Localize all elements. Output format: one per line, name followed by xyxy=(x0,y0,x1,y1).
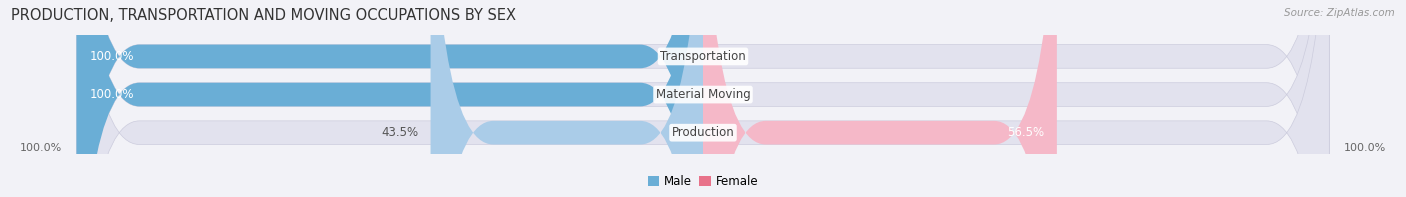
Text: 100.0%: 100.0% xyxy=(20,142,63,152)
Text: PRODUCTION, TRANSPORTATION AND MOVING OCCUPATIONS BY SEX: PRODUCTION, TRANSPORTATION AND MOVING OC… xyxy=(11,8,516,23)
Legend: Male, Female: Male, Female xyxy=(643,170,763,193)
FancyBboxPatch shape xyxy=(77,0,1329,197)
FancyBboxPatch shape xyxy=(77,0,703,197)
FancyBboxPatch shape xyxy=(77,0,1329,197)
Text: 56.5%: 56.5% xyxy=(1007,126,1045,139)
FancyBboxPatch shape xyxy=(77,0,1329,197)
Text: 100.0%: 100.0% xyxy=(89,88,134,101)
Text: Transportation: Transportation xyxy=(661,50,745,63)
Text: Production: Production xyxy=(672,126,734,139)
FancyBboxPatch shape xyxy=(77,0,703,197)
FancyBboxPatch shape xyxy=(703,0,1057,197)
Text: Material Moving: Material Moving xyxy=(655,88,751,101)
FancyBboxPatch shape xyxy=(430,0,703,197)
Text: 100.0%: 100.0% xyxy=(1343,142,1386,152)
Text: Source: ZipAtlas.com: Source: ZipAtlas.com xyxy=(1284,8,1395,18)
Text: 100.0%: 100.0% xyxy=(89,50,134,63)
Text: 43.5%: 43.5% xyxy=(381,126,418,139)
